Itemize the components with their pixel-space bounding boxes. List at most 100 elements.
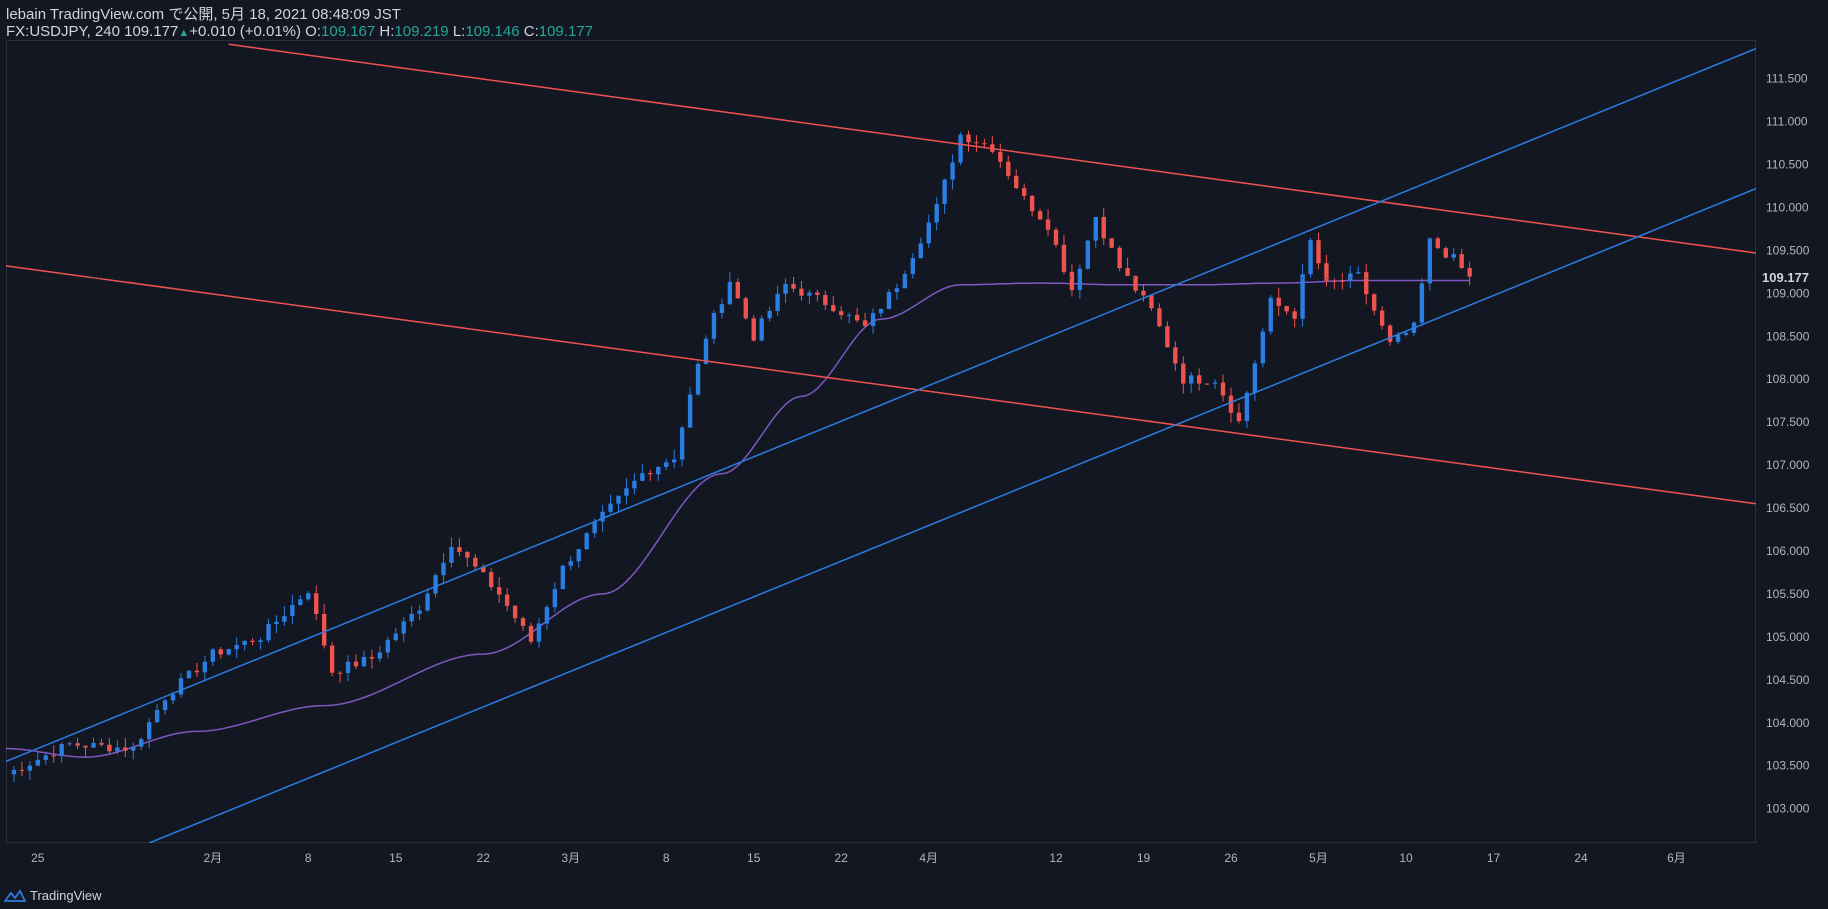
candle-body <box>1403 332 1409 335</box>
candle-body <box>1252 363 1258 393</box>
candle-body <box>918 243 923 259</box>
x-tick-label: 25 <box>31 851 45 865</box>
candle-body <box>942 179 947 205</box>
chart-header: lebain TradingView.com で公開, 5月 18, 2021 … <box>6 6 593 42</box>
candle-body <box>1157 308 1162 327</box>
open-label: O: <box>305 23 322 40</box>
footer-brand: TradingView <box>30 888 102 903</box>
candle-body <box>902 274 908 289</box>
candle-body <box>1308 240 1313 275</box>
candle-body <box>329 645 335 673</box>
candle-body <box>19 769 25 771</box>
candle-body <box>146 722 152 740</box>
candle-body <box>536 623 542 642</box>
candle-body <box>815 292 820 295</box>
candle-body <box>290 604 295 617</box>
candle-body <box>194 670 200 673</box>
candle-body <box>1014 175 1019 189</box>
x-tick-label: 17 <box>1487 851 1501 865</box>
candle-body <box>481 566 486 573</box>
candle-body <box>1244 392 1250 422</box>
candle-body <box>1260 331 1266 364</box>
candle-body <box>854 314 860 321</box>
candles-layer <box>6 43 1756 843</box>
y-tick-label: 110.500 <box>1766 158 1809 172</box>
candle-body <box>433 575 438 594</box>
y-tick-label: 110.000 <box>1766 200 1809 214</box>
candle-body <box>401 621 406 634</box>
x-tick-label: 15 <box>389 851 403 865</box>
y-tick-label: 107.500 <box>1766 415 1810 429</box>
candle-body <box>878 309 884 314</box>
candle-body <box>115 747 120 752</box>
candle-body <box>226 649 231 655</box>
candle-body <box>1204 383 1210 385</box>
candle-body <box>417 610 422 614</box>
candle-body <box>982 143 987 145</box>
candle-body <box>457 547 462 552</box>
candle-body <box>926 222 931 244</box>
y-tick-label: 111.500 <box>1766 72 1808 86</box>
candle-body <box>1395 334 1401 342</box>
candle-body <box>258 640 263 643</box>
candle-body <box>520 618 526 626</box>
resistance-trendline <box>6 265 1756 505</box>
candle-body <box>648 473 653 475</box>
candle-body <box>11 769 17 775</box>
candle-body <box>656 466 661 475</box>
change-value: +0.010 (+0.01%) <box>189 23 301 40</box>
moving-average-line <box>6 279 1470 758</box>
open-value: 109.167 <box>321 23 376 40</box>
x-tick-label: 22 <box>835 851 849 865</box>
candle-body <box>489 572 494 588</box>
candle-body <box>154 710 160 723</box>
x-tick-label: 4月 <box>919 851 938 865</box>
support-trendline <box>6 47 1756 763</box>
candle-body <box>1427 238 1433 284</box>
candle-body <box>99 742 104 745</box>
candle-body <box>687 394 693 428</box>
low-label: L: <box>452 23 466 40</box>
candle-body <box>107 744 112 752</box>
tradingview-logo-icon <box>4 888 26 902</box>
candle-body <box>735 281 741 299</box>
candle-body <box>409 613 414 622</box>
candle-body <box>91 742 96 748</box>
candle-body <box>210 649 216 662</box>
candle-body <box>1316 240 1321 264</box>
resistance-trendline <box>228 43 1756 254</box>
candle-body <box>783 283 788 294</box>
candle-body <box>1348 273 1353 281</box>
candle-body <box>791 283 796 289</box>
candle-body <box>544 607 550 624</box>
high-label: H: <box>379 23 395 40</box>
candle-body <box>1332 280 1337 282</box>
candle-body <box>59 744 64 757</box>
candle-body <box>616 495 621 504</box>
candle-body <box>306 593 311 600</box>
candle-body <box>170 694 176 701</box>
candle-body <box>1435 238 1441 249</box>
candle-body <box>703 338 709 364</box>
candle-body <box>202 661 208 673</box>
candle-body <box>1149 295 1154 309</box>
candle-body <box>1371 294 1377 311</box>
candle-body <box>600 511 605 522</box>
candle-body <box>839 311 844 316</box>
candle-body <box>377 652 383 659</box>
candle-body <box>862 320 868 327</box>
candle-body <box>425 593 430 611</box>
candle-body <box>345 661 351 673</box>
x-tick-label: 24 <box>1574 851 1588 865</box>
candle-body <box>131 746 136 751</box>
candle-body <box>1117 247 1122 269</box>
last-price: 109.177 <box>124 23 179 40</box>
candle-body <box>767 310 772 319</box>
y-tick-label: 104.000 <box>1766 716 1810 730</box>
candle-body <box>751 318 756 341</box>
y-tick-label: 111.000 <box>1766 115 1808 129</box>
candle-body <box>950 162 955 180</box>
candle-body <box>608 503 613 512</box>
high-value: 109.219 <box>394 23 449 40</box>
